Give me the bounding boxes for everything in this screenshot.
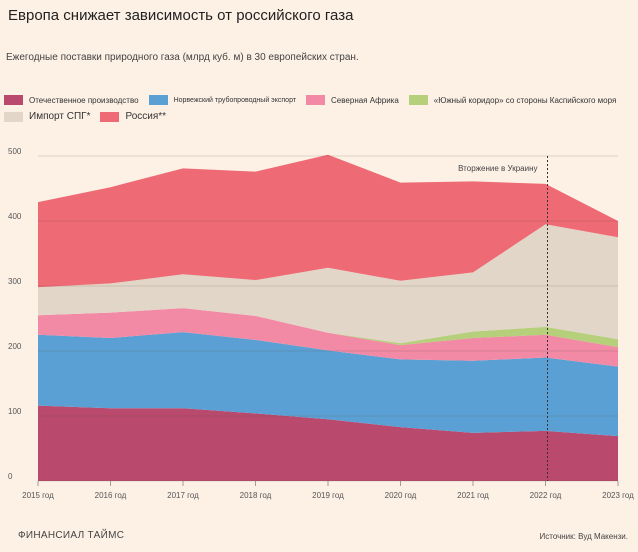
- y-tick-label-0: 0: [8, 472, 13, 481]
- chart-subtitle: Ежегодные поставки природного газа (млрд…: [6, 52, 359, 63]
- legend-swatch-north-africa: [306, 95, 326, 105]
- legend-row-1: Отечественное производство Норвежский тр…: [4, 95, 626, 105]
- x-tick-label-8: 2023 год: [602, 491, 634, 500]
- area-series-1: [38, 332, 618, 437]
- legend-label-lng: Импорт СПГ*: [29, 111, 91, 122]
- legend-label-north-africa: Северная Африка: [331, 95, 399, 105]
- legend-label-domestic: Отечественное производство: [29, 95, 139, 105]
- legend-label-norway: Норвежский трубопроводный экспорт: [173, 96, 297, 104]
- area-series-3: [38, 308, 618, 348]
- x-tick-label-7: 2022 год: [530, 491, 562, 500]
- legend-row-2: Импорт СПГ* Россия**: [4, 111, 176, 122]
- footer-source: Источник: Вуд Макензи.: [539, 532, 629, 541]
- y-tick-label-300: 300: [8, 277, 22, 286]
- legend-swatch-southern-corridor: [408, 95, 428, 105]
- x-tick-label-6: 2021 год: [457, 491, 489, 500]
- legend-swatch-lng: [4, 111, 23, 122]
- invasion-label: Вторжение в Украину: [458, 164, 537, 173]
- y-tick-label-200: 200: [8, 342, 22, 351]
- legend-item-russia: Россия**: [100, 111, 166, 122]
- legend-swatch-russia: [100, 111, 120, 122]
- footer-brand: ФИНАНСИАЛ ТАЙМС: [18, 530, 125, 541]
- legend-item-southern-corridor: «Южный коридор» со стороны Каспийского м…: [408, 95, 617, 105]
- legend-swatch-norway: [148, 95, 168, 105]
- legend-label-russia: Россия**: [125, 111, 167, 122]
- x-tick-label-0: 2015 год: [22, 491, 54, 500]
- legend-item-lng: Импорт СПГ*: [4, 111, 90, 122]
- legend-item-norway: Норвежский трубопроводный экспорт: [148, 95, 297, 105]
- x-tick-label-3: 2018 год: [240, 491, 272, 500]
- area-series-0: [38, 405, 618, 481]
- x-tick-label-5: 2020 год: [385, 491, 417, 500]
- x-tick-label-2: 2017 год: [167, 491, 199, 500]
- y-tick-label-100: 100: [8, 407, 22, 416]
- area-series-5: [38, 154, 618, 288]
- area-series-4: [38, 224, 618, 344]
- x-tick-label-4: 2019 год: [312, 491, 344, 500]
- legend-item-domestic: Отечественное производство: [4, 95, 139, 105]
- y-tick-label-500: 500: [8, 147, 22, 156]
- legend-swatch-domestic: [4, 95, 23, 105]
- area-series-2: [38, 308, 618, 367]
- chart-title: Европа снижает зависимость от российског…: [8, 7, 354, 24]
- legend-item-north-africa: Северная Африка: [306, 95, 399, 105]
- x-tick-label-1: 2016 год: [95, 491, 127, 500]
- y-tick-label-400: 400: [8, 212, 22, 221]
- legend-label-southern-corridor: «Южный коридор» со стороны Каспийского м…: [433, 95, 617, 105]
